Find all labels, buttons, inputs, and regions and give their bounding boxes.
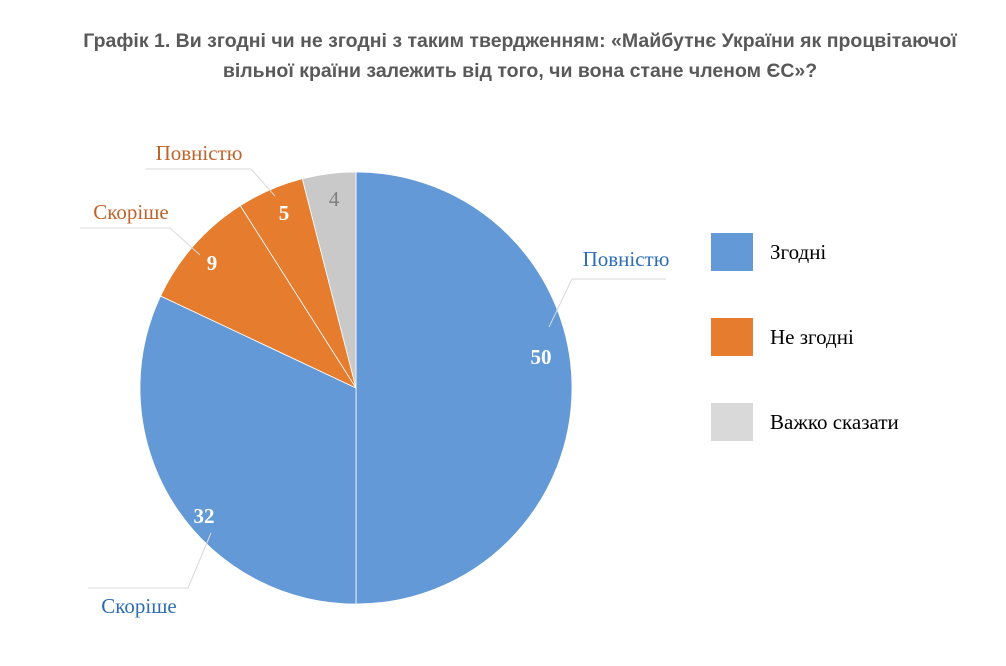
pie-slice-2 [160,205,358,389]
leader-line-2 [80,227,201,256]
pie-slice-4 [301,171,357,389]
legend-swatch-1 [711,318,753,356]
legend-swatch-0 [711,233,753,271]
legend-label-1: Не згодні [770,325,854,349]
pie-slice-0 [355,171,573,605]
category-label-2: Скоріше [93,200,168,224]
leader-line-1 [88,532,212,589]
chart-title: Графік 1. Ви згодні чи не згодні з таким… [83,30,957,82]
data-label-3: 5 [279,201,290,225]
leader-line-3 [146,168,276,197]
data-label-4: 4 [329,187,340,211]
pie-slice-1 [139,295,357,605]
category-label-1: Скоріше [101,594,176,618]
category-label-3: Повністю [156,141,243,165]
data-label-1: 32 [194,504,215,528]
data-label-2: 9 [207,251,218,275]
category-label-0: Повністю [583,247,670,271]
leader-line-0 [548,278,666,328]
legend-swatch-2 [711,403,753,441]
legend-label-2: Важко сказати [770,410,899,434]
data-label-0: 50 [531,345,552,369]
legend-label-0: Згодні [770,240,826,264]
